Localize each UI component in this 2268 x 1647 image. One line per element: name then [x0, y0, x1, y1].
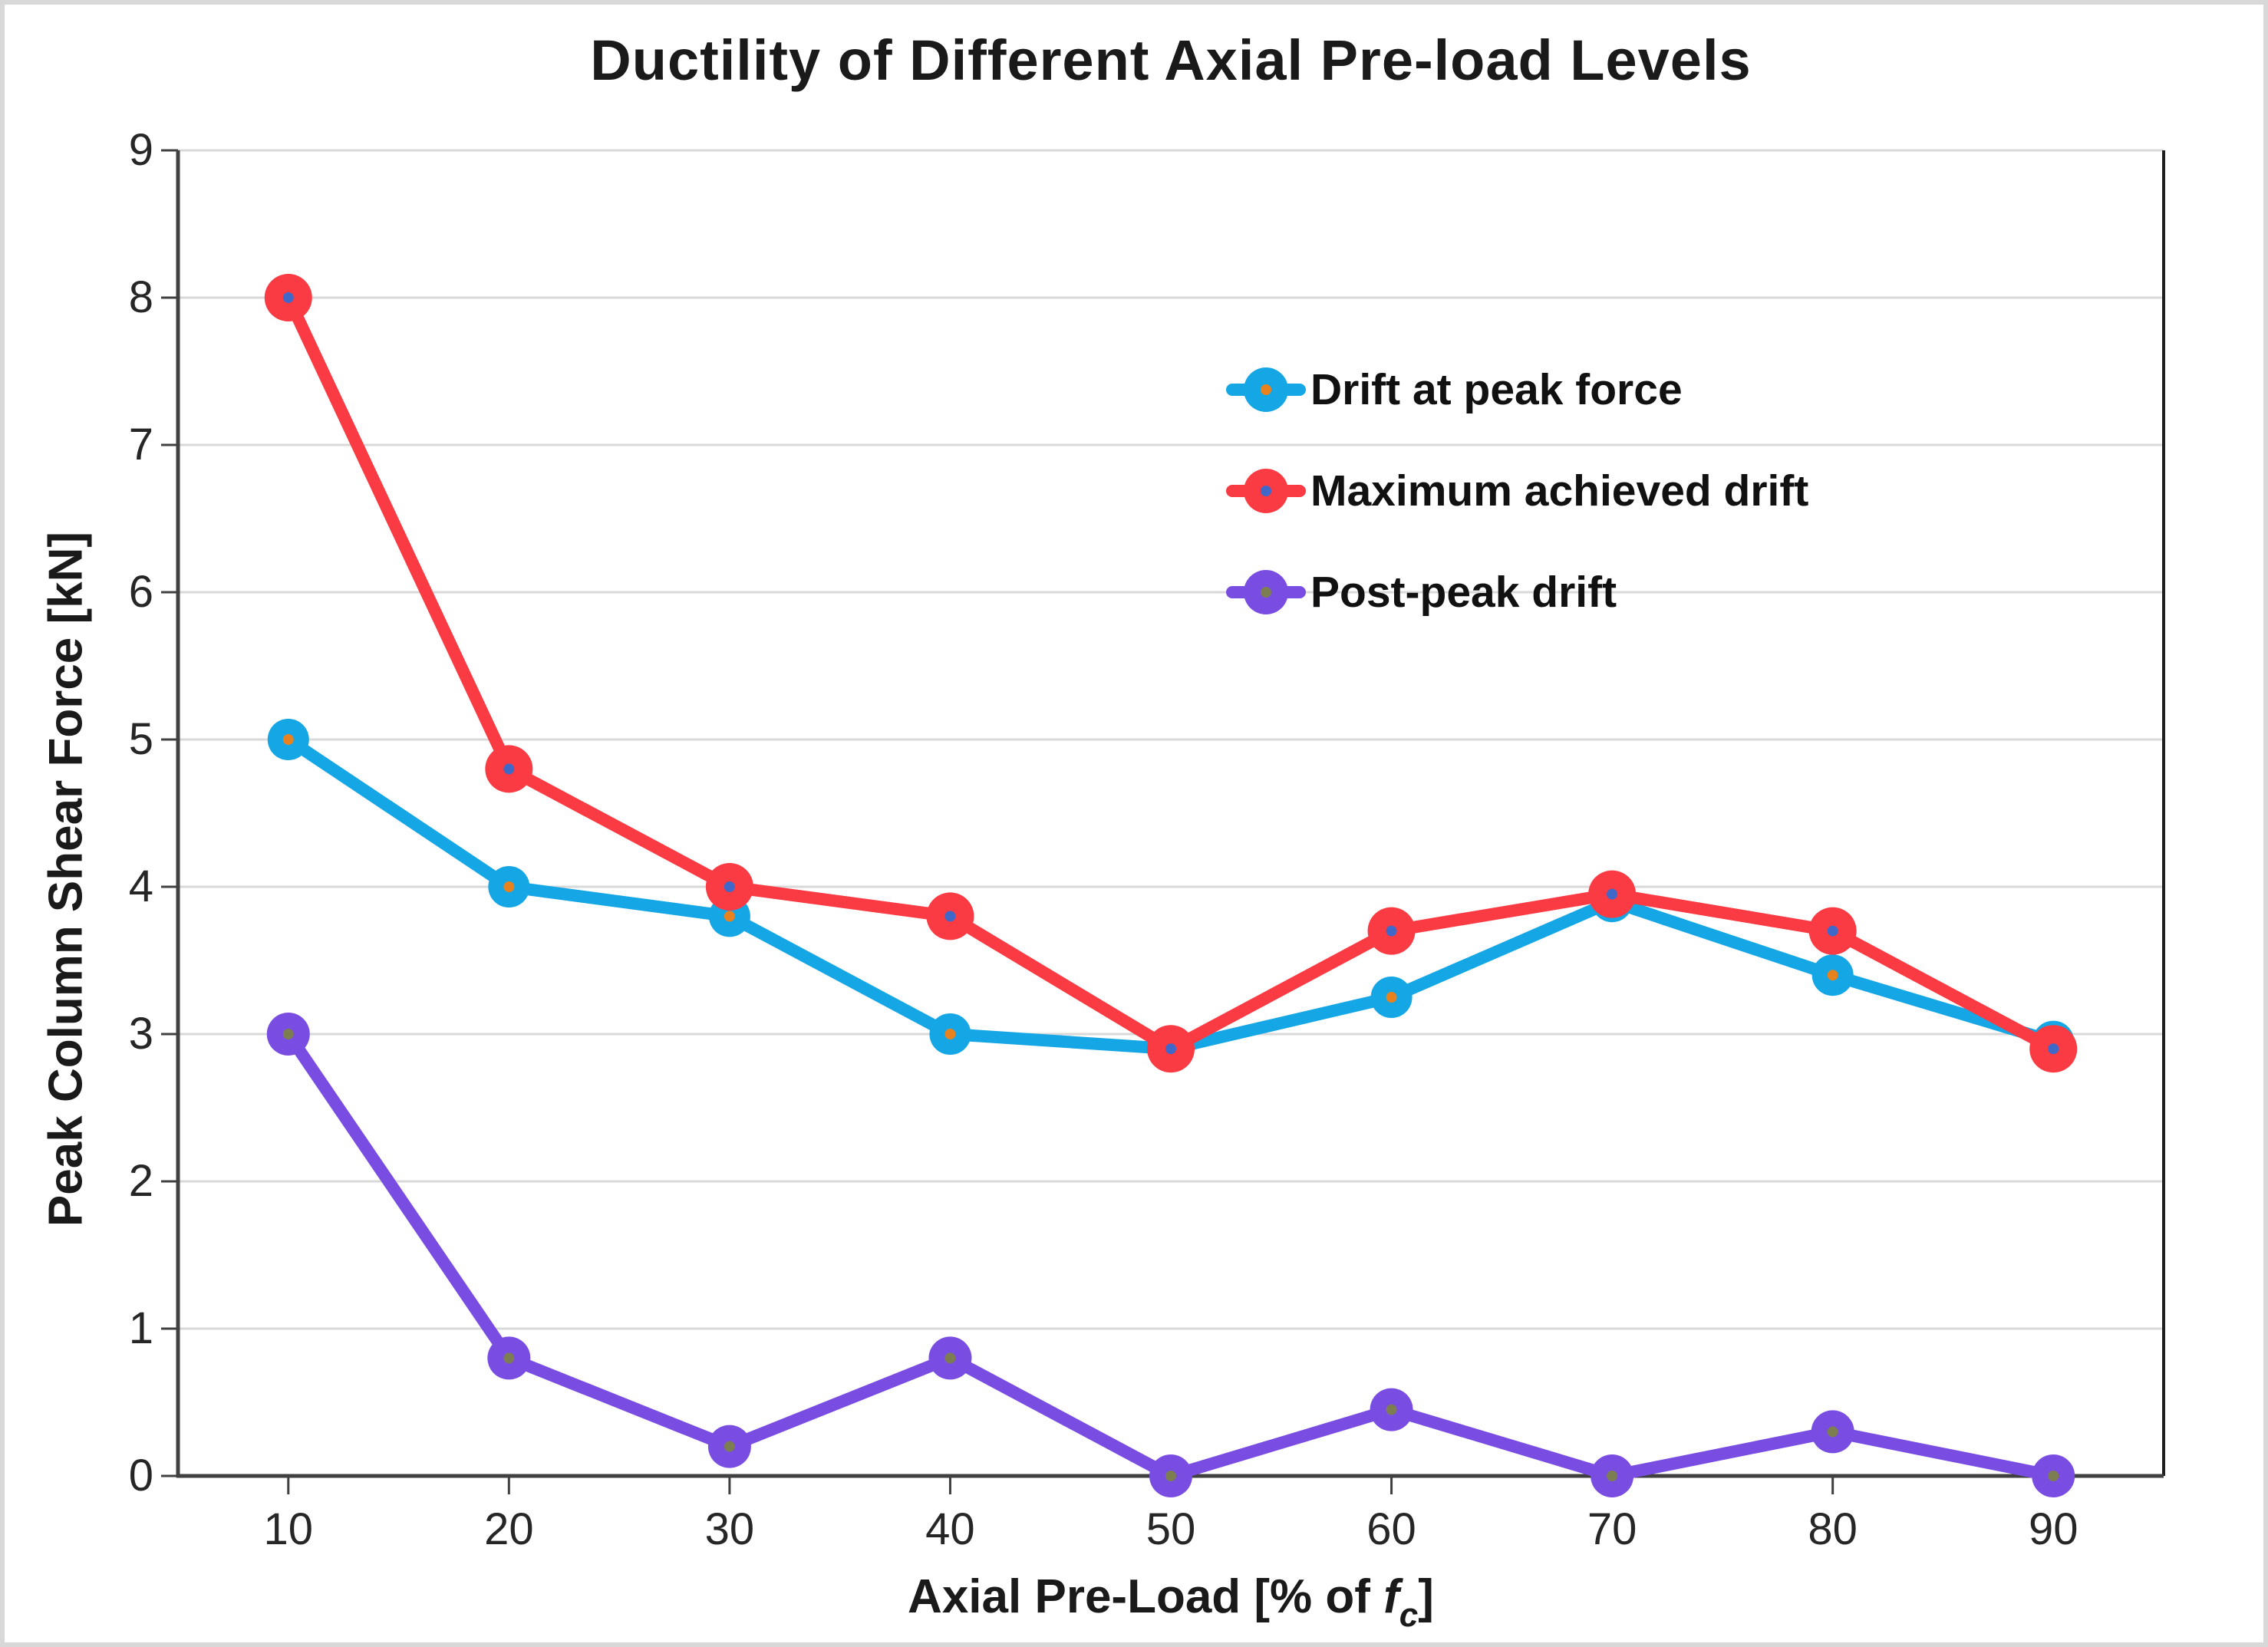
marker-dot-maximum-achieved-drift-x20 — [503, 763, 515, 775]
x-tick-label-80: 80 — [1808, 1504, 1858, 1554]
legend-label-maximum-achieved-drift: Maximum achieved drift — [1310, 466, 1809, 516]
series-post-peak-drift — [266, 1013, 2075, 1497]
legend: Drift at peak force Maximum achieved drif… — [1226, 339, 1808, 643]
series-line-post-peak-drift — [282, 1028, 2060, 1482]
x-tick-label-60: 60 — [1366, 1504, 1416, 1554]
y-tick-label-5: 5 — [128, 714, 153, 764]
x-tick-label-10: 10 — [263, 1504, 314, 1554]
marker-dot-drift-at-peak-force-x20 — [503, 881, 515, 892]
legend-label-post-peak-drift: Post-peak drift — [1310, 568, 1617, 617]
x-tick-label-30: 30 — [704, 1504, 755, 1554]
series-maximum-achieved-drift — [264, 274, 2078, 1073]
marker-dot-post-peak-drift-x60 — [1386, 1404, 1397, 1415]
legend-marker-icon-maximum-achieved-drift — [1226, 463, 1306, 519]
marker-dot-drift-at-peak-force-x30 — [724, 911, 735, 922]
marker-dot-drift-at-peak-force-x40 — [944, 1029, 956, 1039]
y-tick-label-6: 6 — [128, 567, 153, 617]
marker-dot-post-peak-drift-x70 — [1607, 1471, 1618, 1481]
x-tick-label-50: 50 — [1146, 1504, 1196, 1554]
y-tick-label-0: 0 — [128, 1451, 153, 1500]
x-tick-label-20: 20 — [484, 1504, 534, 1554]
marker-dot-maximum-achieved-drift-x10 — [282, 292, 294, 303]
x-axis-title-subscript: c — [1399, 1596, 1419, 1634]
marker-dot-drift-at-peak-force-x80 — [1827, 970, 1838, 981]
x-axis-title-suffix: ] — [1418, 1570, 1434, 1623]
y-tick-label-1: 1 — [128, 1303, 153, 1353]
marker-dot-maximum-achieved-drift-x60 — [1386, 925, 1397, 937]
marker-dot-maximum-achieved-drift-x50 — [1165, 1043, 1176, 1055]
y-axis-title: Peak Column Shear Force [kN] — [39, 531, 93, 1227]
y-tick-label-8: 8 — [128, 272, 153, 322]
marker-dot-maximum-achieved-drift-x80 — [1827, 925, 1838, 937]
x-tick-label-40: 40 — [925, 1504, 975, 1554]
marker-dot-drift-at-peak-force-x10 — [282, 734, 294, 745]
x-tick-label-70: 70 — [1587, 1504, 1637, 1554]
y-tick-label-9: 9 — [128, 125, 153, 175]
marker-dot-post-peak-drift-x10 — [282, 1029, 294, 1039]
plot-area — [161, 149, 2165, 1497]
legend-marker-dot — [1261, 486, 1271, 496]
legend-marker-icon-post-peak-drift — [1226, 565, 1306, 620]
y-tick-label-7: 7 — [128, 420, 153, 469]
legend-marker-dot — [1261, 384, 1271, 395]
legend-marker-dot — [1261, 587, 1271, 598]
legend-item-maximum-achieved-drift: Maximum achieved drift — [1226, 440, 1808, 542]
marker-dot-maximum-achieved-drift-x40 — [944, 911, 956, 922]
y-tick-label-2: 2 — [128, 1156, 153, 1206]
marker-dot-maximum-achieved-drift-x30 — [724, 881, 735, 892]
marker-dot-post-peak-drift-x80 — [1827, 1426, 1838, 1438]
x-tick-label-90: 90 — [2028, 1504, 2078, 1554]
y-tick-label-3: 3 — [128, 1009, 153, 1059]
chart-title: Ductility of Different Axial Pre-load Le… — [590, 28, 1752, 92]
legend-marker-icon-drift-at-peak-force — [1226, 362, 1306, 417]
legend-label-drift-at-peak-force: Drift at peak force — [1310, 365, 1683, 414]
series-drift-at-peak-force — [267, 719, 2075, 1070]
marker-dot-post-peak-drift-x30 — [724, 1441, 735, 1452]
marker-dot-post-peak-drift-x20 — [503, 1352, 515, 1364]
marker-dot-post-peak-drift-x40 — [944, 1352, 956, 1364]
x-axis-title-f-symbol: f — [1383, 1570, 1399, 1623]
marker-dot-maximum-achieved-drift-x70 — [1607, 888, 1618, 900]
legend-item-drift-at-peak-force: Drift at peak force — [1226, 339, 1808, 440]
x-axis-title: Axial Pre-Load [% of fc] — [178, 1570, 2164, 1635]
marker-dot-maximum-achieved-drift-x90 — [2048, 1043, 2059, 1055]
legend-item-post-peak-drift: Post-peak drift — [1226, 542, 1808, 643]
y-tick-label-4: 4 — [128, 861, 153, 911]
marker-dot-post-peak-drift-x50 — [1165, 1471, 1176, 1481]
marker-dot-drift-at-peak-force-x60 — [1386, 992, 1397, 1003]
x-axis-title-prefix: Axial Pre-Load [% of — [908, 1570, 1384, 1623]
marker-dot-post-peak-drift-x90 — [2048, 1471, 2059, 1481]
